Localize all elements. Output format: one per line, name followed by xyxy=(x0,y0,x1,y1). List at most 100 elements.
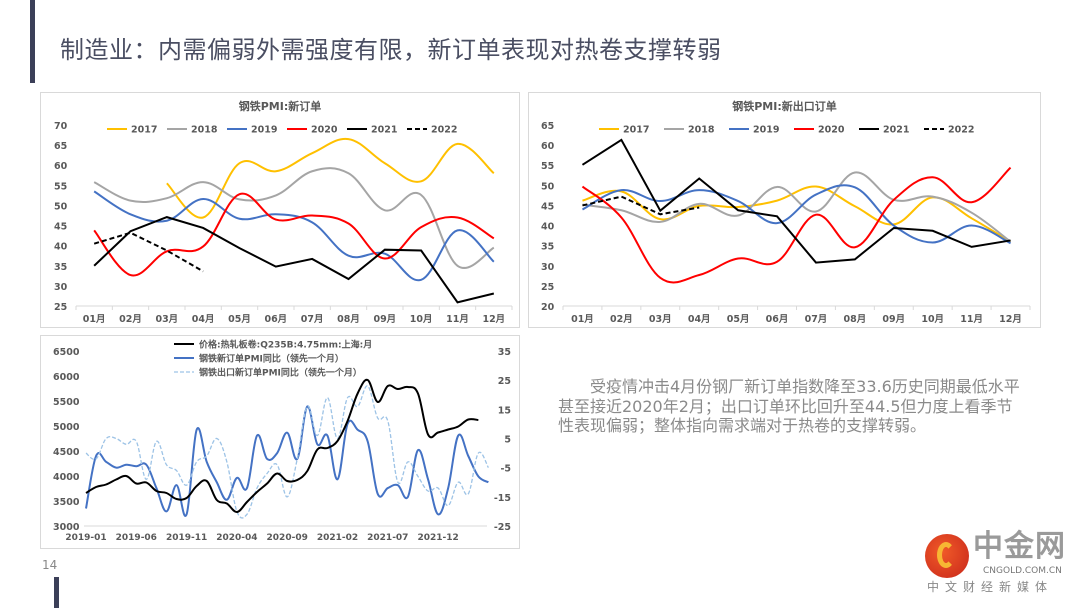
legend-label-2020: 2020 xyxy=(818,125,845,136)
x-tick-label: 03月 xyxy=(155,314,178,325)
y-right-tick-label: 5 xyxy=(504,435,511,446)
series-line-2022 xyxy=(582,195,700,216)
x-tick-label: 11月 xyxy=(446,314,469,325)
y-tick-label: 70 xyxy=(54,121,68,132)
y-tick-label: 30 xyxy=(54,282,68,293)
x-tick-label: 05月 xyxy=(727,314,750,325)
logo-domain: CNGOLD.COM.CN xyxy=(983,566,1062,576)
x-tick-label: 10月 xyxy=(410,314,433,325)
legend-label-2: 钢铁出口新订单PMI同比（领先一个月） xyxy=(199,367,362,379)
legend-label-2022: 2022 xyxy=(948,125,974,136)
x-tick-label: 09月 xyxy=(882,314,905,325)
series-line-2019 xyxy=(93,190,495,282)
x-tick-label: 2019-06 xyxy=(116,533,157,543)
x-tick-label: 10月 xyxy=(921,314,944,325)
series-line-2017 xyxy=(166,137,495,219)
chart-title: 钢铁PMI:新出口订单 xyxy=(732,99,837,113)
page-number: 14 xyxy=(42,558,58,572)
y-tick-label: 25 xyxy=(541,282,554,293)
x-tick-label: 06月 xyxy=(264,314,287,325)
commentary-text: 受疫情冲击4月份钢厂新订单指数降至33.6历史同期最低水平甚至接近2020年2月… xyxy=(558,377,1020,435)
y-left-tick-label: 5500 xyxy=(53,397,80,408)
legend-label-1: 钢铁新订单PMI同比（领先一个月） xyxy=(199,353,344,365)
legend-label-2021: 2021 xyxy=(371,125,397,136)
logo-name: 中金网 xyxy=(973,529,1066,564)
x-tick-label: 02月 xyxy=(610,314,633,325)
legend-label-2018: 2018 xyxy=(191,125,218,136)
chart-svg: 3000 3500 4000 4500 5000 5500 6000 6500 -25 -15 -5… xyxy=(53,339,511,544)
x-tick-label: 01月 xyxy=(83,314,106,325)
slide-title: 制造业：内需偏弱外需强度有限，新订单表现对热卷支撑转弱 xyxy=(60,36,722,64)
x-tick-label: 08月 xyxy=(337,314,360,325)
x-tick-label: 03月 xyxy=(649,314,672,325)
x-tick-label: 08月 xyxy=(844,314,867,325)
x-tick-label: 2019-11 xyxy=(166,533,207,543)
legend-label-2017: 2017 xyxy=(131,125,157,136)
chart-svg: 钢铁PMI:新出口订单 20 25 30 35 40 45 50 55 60 65 01月 02月 03月… xyxy=(541,99,1031,325)
y-right-tick-label: 15 xyxy=(498,405,511,416)
x-tick-label: 07月 xyxy=(301,314,324,325)
y-left-tick-label: 4000 xyxy=(53,472,80,483)
x-tick-label: 04月 xyxy=(192,314,215,325)
y-right-tick-label: -25 xyxy=(494,522,511,533)
y-tick-label: 60 xyxy=(54,161,68,172)
accent-bar-bottom xyxy=(54,577,59,608)
chart-new-orders: 钢铁PMI:新订单 25 30 35 40 45 50 55 60 65 70 01月 02月 03月 04… xyxy=(40,92,520,328)
series-line-2022 xyxy=(93,231,204,273)
cngold-logo: 中金网 CNGOLD.COM.CN 中文财经新媒体 xyxy=(905,530,1080,608)
y-left-tick-label: 4500 xyxy=(53,447,80,458)
x-tick-label: 2021-12 xyxy=(417,533,458,543)
y-tick-label: 45 xyxy=(541,201,554,212)
logo-tagline: 中文财经新媒体 xyxy=(927,580,1054,594)
y-left-tick-label: 3500 xyxy=(53,497,80,508)
y-tick-label: 40 xyxy=(541,222,555,233)
series-line-2018 xyxy=(93,167,495,269)
x-tick-label: 05月 xyxy=(228,314,251,325)
y-tick-label: 35 xyxy=(541,242,554,253)
y-left-tick-label: 6500 xyxy=(53,347,80,358)
y-tick-label: 35 xyxy=(54,262,67,273)
y-tick-label: 55 xyxy=(54,181,67,192)
series-line-new-order-yoy xyxy=(85,405,489,517)
y-tick-label: 40 xyxy=(54,242,68,253)
y-right-tick-label: 25 xyxy=(498,376,511,387)
y-left-tick-label: 5000 xyxy=(53,422,80,433)
legend-label-2021: 2021 xyxy=(883,125,909,136)
series-line-2019 xyxy=(581,184,1011,245)
y-tick-label: 50 xyxy=(541,181,555,192)
y-tick-label: 65 xyxy=(54,141,67,152)
y-left-tick-label: 3000 xyxy=(53,522,80,533)
series-line-export-order-yoy xyxy=(85,385,489,519)
x-tick-label: 12月 xyxy=(999,314,1022,325)
series-line-2018 xyxy=(582,171,1012,243)
y-tick-label: 60 xyxy=(541,141,555,152)
legend-label-2017: 2017 xyxy=(623,125,649,136)
chart-svg: 钢铁PMI:新订单 25 30 35 40 45 50 55 60 65 70 01月 02月 03月 04… xyxy=(54,99,513,325)
legend-label-2019: 2019 xyxy=(251,125,277,136)
series-line-2020 xyxy=(581,166,1012,284)
legend-label-2019: 2019 xyxy=(753,125,779,136)
y-tick-label: 20 xyxy=(541,302,555,313)
chart-new-export-orders: 钢铁PMI:新出口订单 20 25 30 35 40 45 50 55 60 65 01月 02月 03月… xyxy=(528,92,1041,328)
series-line-2020 xyxy=(93,192,495,277)
legend-label-0: 价格:热轧板卷:Q235B:4.75mm:上海:月 xyxy=(199,339,372,351)
x-tick-label: 2019-01 xyxy=(65,533,106,543)
x-tick-label: 09月 xyxy=(373,314,396,325)
y-tick-label: 45 xyxy=(54,222,67,233)
x-tick-label: 12月 xyxy=(482,314,505,325)
x-tick-label: 06月 xyxy=(766,314,789,325)
series-line-2021 xyxy=(581,138,1011,264)
series-line-2021 xyxy=(93,216,495,304)
x-tick-label: 01月 xyxy=(571,314,594,325)
series-line-2017 xyxy=(582,185,1012,243)
y-tick-label: 50 xyxy=(54,201,68,212)
accent-bar-top xyxy=(30,0,35,83)
y-tick-label: 30 xyxy=(541,262,555,273)
legend-label-2020: 2020 xyxy=(311,125,338,136)
x-tick-label: 07月 xyxy=(805,314,828,325)
y-right-tick-label: -5 xyxy=(500,464,511,475)
chart-price-vs-pmi: 3000 3500 4000 4500 5000 5500 6000 6500 -25 -15 -5… xyxy=(40,335,520,549)
y-right-tick-label: -15 xyxy=(494,493,511,504)
x-tick-label: 2020-09 xyxy=(267,533,308,543)
x-tick-label: 2020-04 xyxy=(216,533,257,543)
